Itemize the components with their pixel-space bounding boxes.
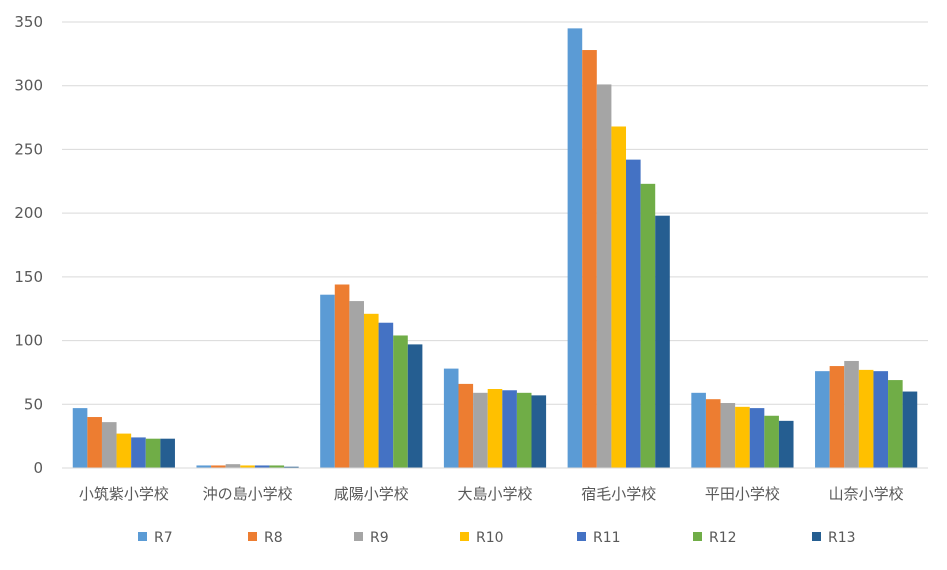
x-category-label: 小筑紫小学校 bbox=[79, 485, 169, 503]
bars bbox=[72, 28, 918, 469]
y-tick-label: 200 bbox=[14, 204, 43, 222]
bar-r8 bbox=[829, 366, 845, 468]
x-category-label: 宿毛小学校 bbox=[581, 485, 656, 503]
y-tick-label: 300 bbox=[14, 77, 43, 95]
bar-r13 bbox=[284, 466, 299, 468]
bar-r11 bbox=[749, 408, 765, 468]
legend-swatch-r12 bbox=[693, 532, 702, 541]
bar-r9 bbox=[473, 392, 488, 468]
bar-r13 bbox=[407, 344, 423, 468]
legend-label: R12 bbox=[709, 530, 737, 546]
y-axis-tick-labels: 0 50 100 150 200 250 300 350 bbox=[14, 13, 43, 477]
bar-r10 bbox=[487, 388, 503, 468]
legend-swatch-r8 bbox=[248, 532, 257, 541]
legend-swatch-r11 bbox=[577, 532, 586, 541]
bar-r10 bbox=[735, 406, 750, 468]
bar-r11 bbox=[502, 390, 517, 468]
bar-r13 bbox=[778, 420, 794, 468]
bar-r8 bbox=[334, 284, 350, 468]
y-tick-label: 250 bbox=[14, 140, 43, 158]
bar-r12 bbox=[516, 392, 532, 468]
bar-r10 bbox=[363, 313, 379, 468]
bar-r8 bbox=[458, 383, 474, 468]
bar-r8 bbox=[705, 399, 721, 468]
y-tick-label: 100 bbox=[14, 332, 43, 350]
bar-r12 bbox=[145, 438, 161, 468]
y-tick-label: 50 bbox=[24, 395, 43, 413]
bar-r13 bbox=[902, 391, 918, 468]
bar-r7 bbox=[815, 371, 830, 468]
bar-r7 bbox=[567, 28, 583, 468]
x-category-label: 沖の島小学校 bbox=[203, 485, 293, 503]
legend-label: R10 bbox=[476, 530, 504, 546]
bar-r9 bbox=[844, 360, 859, 468]
bar-r12 bbox=[764, 415, 779, 468]
bar-r9 bbox=[225, 464, 241, 468]
bar-r7 bbox=[196, 465, 212, 468]
bar-r10 bbox=[858, 369, 874, 468]
legend-swatch-r13 bbox=[812, 532, 821, 541]
y-tick-label: 150 bbox=[14, 268, 43, 286]
bar-r10 bbox=[116, 433, 132, 468]
x-category-label: 大島小学校 bbox=[457, 485, 532, 503]
bar-r11 bbox=[873, 371, 889, 468]
legend-label: R7 bbox=[154, 530, 173, 546]
legend-label: R8 bbox=[264, 530, 283, 546]
legend-swatch-r10 bbox=[460, 532, 469, 541]
bar-r12 bbox=[393, 335, 408, 468]
bar-r9 bbox=[101, 422, 117, 468]
bar-r12 bbox=[888, 380, 903, 468]
y-tick-label: 350 bbox=[14, 13, 43, 31]
bar-r11 bbox=[131, 437, 146, 468]
legend-swatch-r7 bbox=[138, 532, 147, 541]
bar-r8 bbox=[211, 465, 226, 468]
bar-r12 bbox=[640, 183, 656, 468]
bar-r9 bbox=[596, 84, 612, 468]
bar-r8 bbox=[87, 417, 102, 468]
bar-r10 bbox=[611, 126, 627, 469]
bar-r9 bbox=[720, 403, 736, 468]
x-category-label: 咸陽小学校 bbox=[334, 485, 409, 503]
legend-label: R9 bbox=[370, 530, 389, 546]
legend-label: R13 bbox=[828, 530, 856, 546]
bar-r10 bbox=[240, 465, 255, 468]
bar-r11 bbox=[626, 159, 641, 468]
bar-r13 bbox=[531, 395, 547, 468]
x-category-label: 山奈小学校 bbox=[829, 485, 904, 503]
bar-r11 bbox=[378, 322, 394, 468]
legend-label: R11 bbox=[593, 530, 621, 546]
y-tick-label: 0 bbox=[33, 459, 43, 477]
bar-r13 bbox=[655, 215, 670, 468]
bar-r7 bbox=[320, 294, 335, 468]
gridlines bbox=[62, 21, 928, 405]
x-category-label: 平田小学校 bbox=[705, 485, 780, 503]
bar-r13 bbox=[160, 438, 175, 468]
bar-r7 bbox=[72, 408, 88, 468]
bar-r9 bbox=[349, 301, 364, 468]
bar-r8 bbox=[582, 50, 597, 468]
bar-r7 bbox=[691, 392, 706, 468]
bar-r12 bbox=[269, 465, 285, 468]
legend-swatch-r9 bbox=[354, 532, 363, 541]
x-axis-category-labels: 小筑紫小学校 沖の島小学校 咸陽小学校 大島小学校 宿毛小学校 平田小学校 山奈小学校 bbox=[79, 485, 904, 503]
bar-r7 bbox=[443, 368, 459, 468]
legend: R7 R8 R9 R10 R11 R12 R13 bbox=[138, 530, 856, 546]
bar-r11 bbox=[254, 465, 270, 468]
